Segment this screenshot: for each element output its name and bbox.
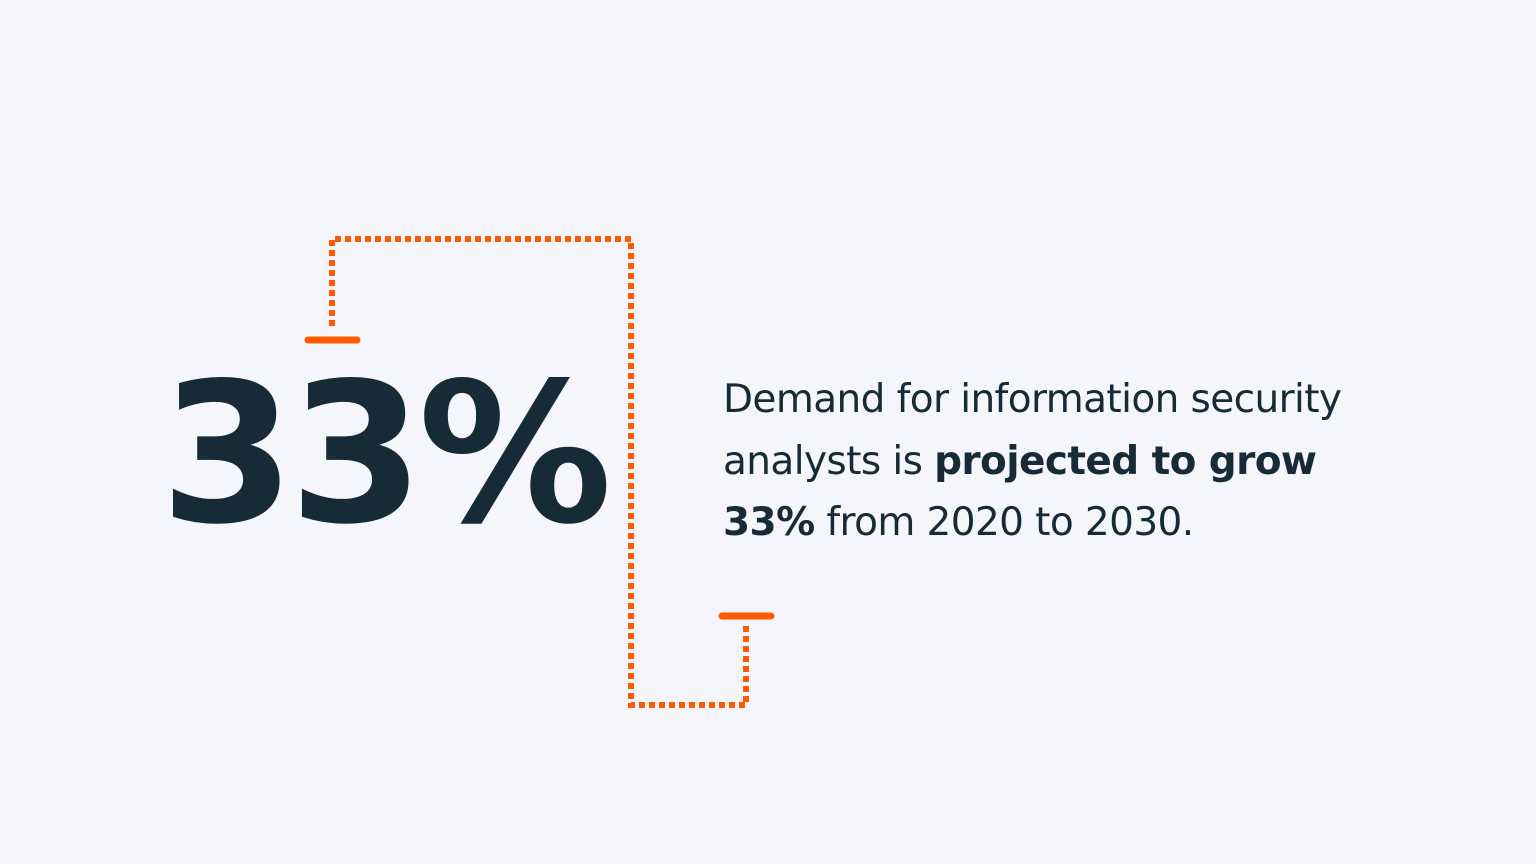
description-suffix: from 2020 to 2030. — [814, 500, 1194, 545]
description-emphasis: projected to grow 33% — [723, 438, 1317, 546]
description-prefix: Demand for information security analysts… — [723, 377, 1342, 484]
stat-value: 33% — [160, 341, 612, 567]
stat-description: Demand for information security analysts… — [723, 369, 1383, 554]
